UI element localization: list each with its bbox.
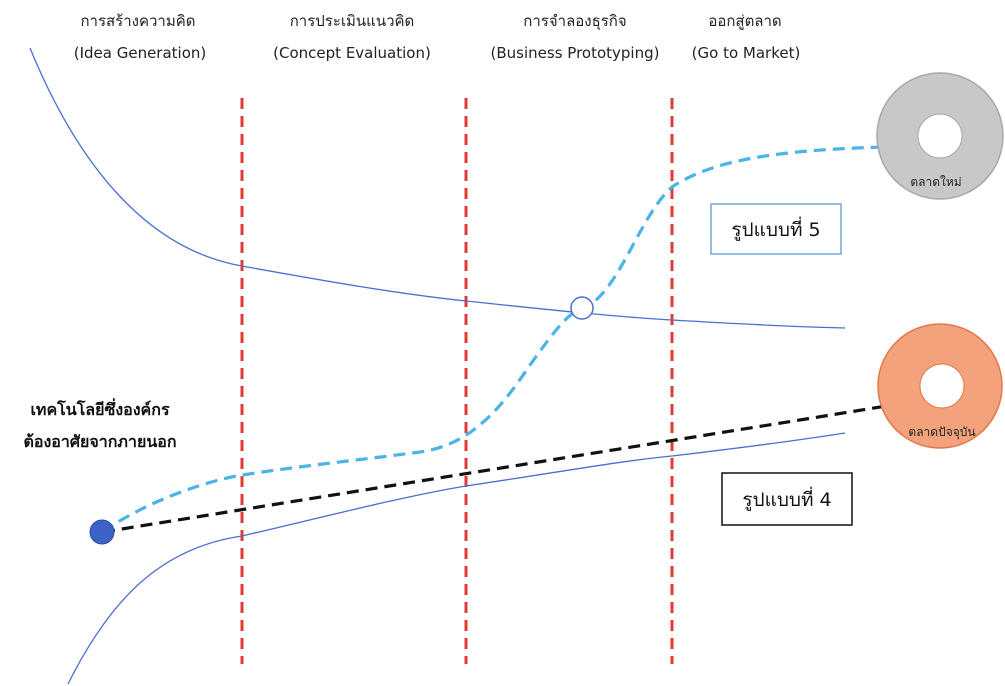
stage-header-go-to-market: ออกสู่ตลาด (Go to Market) — [692, 12, 801, 62]
model5-label-text: รูปแบบที่ 5 — [731, 216, 820, 241]
funnel-upper-curve — [29, 47, 846, 329]
new-market-donut: ตลาดใหม่ — [876, 72, 1004, 200]
stage-header-concept-evaluation: การประเมินแนวคิด (Concept Evaluation) — [273, 12, 431, 62]
crossing-point-marker — [570, 296, 594, 320]
source-dot — [89, 519, 115, 545]
model4-arrow — [102, 401, 896, 534]
model5-label-box — [710, 203, 842, 255]
current-market-label: ตลาดปัจจุบัน — [908, 425, 975, 440]
source-label-line1: เทคโนโลยีซึ่งองค์กร — [30, 398, 170, 419]
source-label-line2: ต้องอาศัยจากภายนอก — [23, 432, 176, 451]
stage-title-th: การสร้างความคิด — [80, 12, 195, 30]
model5-path — [102, 144, 931, 534]
stage-title-en: (Concept Evaluation) — [273, 44, 431, 62]
stage-title-en: (Go to Market) — [692, 44, 801, 62]
stage-title-en: (Business Prototyping) — [491, 44, 660, 62]
model5-label: รูปแบบที่ 5 — [710, 203, 842, 255]
stage-title-en: (Idea Generation) — [74, 44, 207, 62]
model4-label: รูปแบบที่ 4 — [721, 472, 853, 526]
stage-header-business-prototyping: การจำลองธุรกิจ (Business Prototyping) — [491, 12, 660, 62]
model4-label-box — [721, 472, 853, 526]
current-market-hole — [919, 363, 965, 409]
stage-title-th: การประเมินแนวคิด — [290, 12, 415, 30]
external-technology-label: เทคโนโลยีซึ่งองค์กร ต้องอาศัยจากภายนอก — [23, 398, 176, 451]
stage-title-th: การจำลองธุรกิจ — [523, 12, 626, 31]
stage-title-th: ออกสู่ตลาด — [708, 12, 781, 30]
model4-label-text: รูปแบบที่ 4 — [742, 486, 831, 511]
funnel-lower-curve — [67, 432, 846, 685]
stage-header-idea-generation: การสร้างความคิด (Idea Generation) — [74, 12, 207, 62]
new-market-hole — [917, 113, 963, 159]
new-market-label: ตลาดใหม่ — [910, 175, 961, 189]
current-market-donut: ตลาดปัจจุบัน — [877, 323, 1003, 449]
